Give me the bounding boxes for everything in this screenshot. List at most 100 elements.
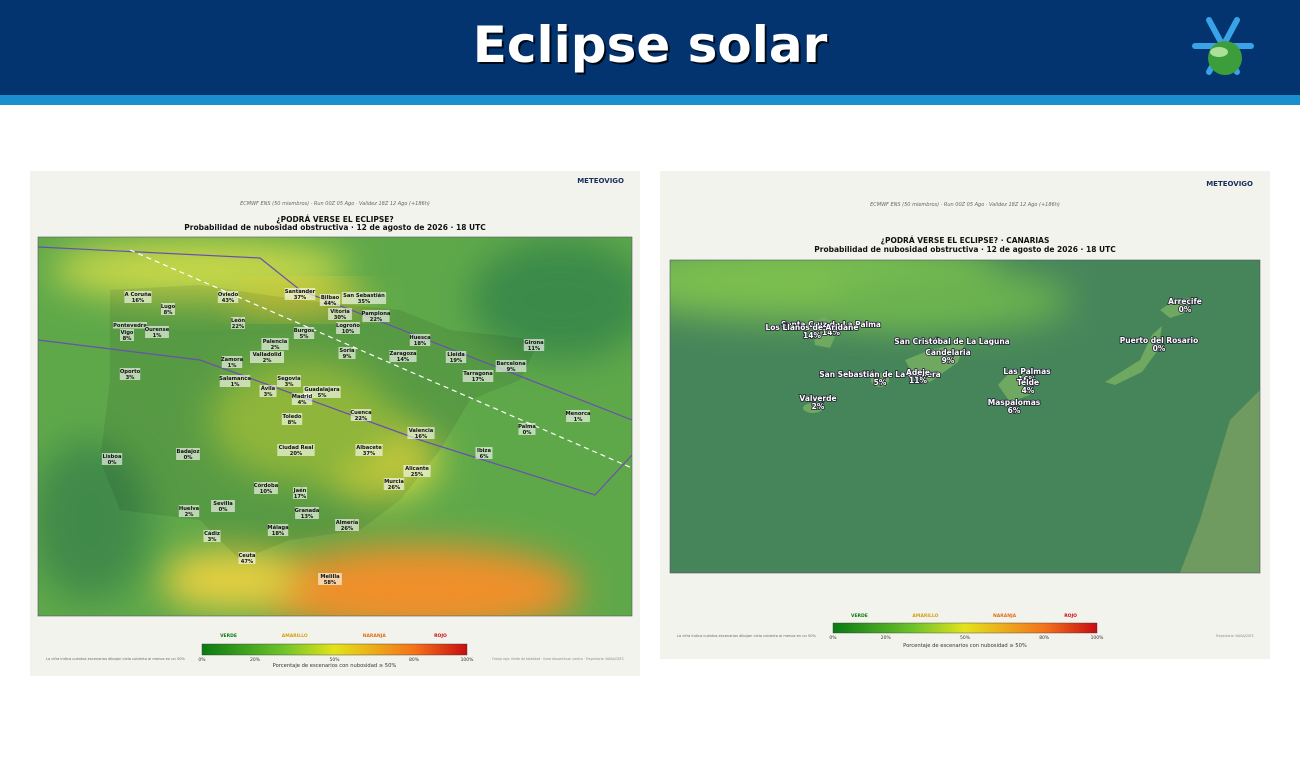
place-value: 6% (1008, 406, 1021, 415)
label-box (254, 482, 278, 494)
place-name: Segovia (277, 376, 301, 382)
source: ECMWF ENS (50 miembros) · Run 00Z 05 Ago… (870, 202, 1060, 208)
place-value: 14% (397, 357, 410, 363)
place-name: San Sebastián de La Gomera (819, 370, 940, 379)
map-frame (669, 259, 1261, 574)
place-value: 1% (153, 333, 163, 339)
place-value: 13% (301, 514, 314, 520)
place-value: 1% (228, 363, 238, 369)
place-value: 18% (414, 341, 427, 347)
legend-tick: 50% (329, 657, 340, 663)
brand: METEOVIGO (577, 177, 624, 185)
legend-tick: 50% (960, 635, 971, 641)
place-name: Oporto (120, 369, 141, 375)
legend-category: ROJO (1064, 613, 1077, 619)
place-value: 37% (363, 451, 376, 457)
place-name: Córdoba (254, 482, 279, 489)
map-subtitle: Probabilidad de nubosidad obstructiva · … (814, 245, 1116, 254)
label-box (293, 327, 315, 339)
label-box (113, 322, 147, 329)
map-title: ¿PODRÁ VERSE EL ECLIPSE? · CANARIAS (881, 236, 1050, 245)
label-box (462, 370, 494, 382)
place-name: Barcelona (496, 361, 526, 367)
label-box (328, 308, 352, 320)
label-box (281, 413, 303, 425)
place-name: Salamanca (219, 376, 251, 382)
legend-tick: 20% (250, 657, 261, 663)
place-value: 9% (507, 367, 517, 373)
label-box (445, 351, 467, 363)
label-box (295, 507, 319, 519)
place-value: 1% (231, 382, 241, 388)
place-name: Menorca (565, 411, 591, 417)
place-name: Maspalomas (988, 398, 1041, 407)
label-box (319, 294, 341, 306)
place-value: 26% (388, 485, 401, 491)
legend-category: AMARILLO (282, 633, 308, 639)
place-value: 0% (1179, 305, 1192, 314)
label-box (176, 448, 200, 460)
place-name: Albacete (356, 445, 382, 451)
place-value: 26% (341, 526, 354, 532)
place-value: 18% (272, 531, 285, 537)
place-value: 47% (241, 559, 254, 565)
place-value: 0% (108, 460, 118, 466)
place-value: 11% (528, 346, 541, 352)
place-value: 14% (803, 331, 821, 340)
place-name: Alicante (405, 466, 429, 472)
place-value: 8% (123, 336, 133, 342)
legend-bar (832, 622, 1098, 634)
map-subtitle: Probabilidad de nubosidad obstructiva · … (184, 223, 486, 232)
place-name: Lugo (161, 304, 176, 310)
place-name: Valencia (409, 428, 434, 434)
place-value: 20% (290, 451, 303, 457)
place-name: Lisboa (103, 454, 122, 460)
header-stripe (0, 95, 1300, 105)
place-name: Zamora (221, 357, 244, 363)
legend-category: NARANJA (993, 613, 1017, 619)
place-name: Cuenca (350, 410, 372, 416)
label-box (101, 453, 123, 465)
place-value: 30% (334, 315, 347, 321)
place-name: Puerto del Rosario (1120, 336, 1198, 345)
label-box (350, 409, 372, 421)
place-value: 2% (271, 345, 281, 351)
place-value: 25% (411, 472, 424, 478)
legend-tick: 100% (461, 657, 475, 663)
label-box (238, 552, 256, 564)
place-value: 11% (909, 376, 927, 385)
place-name: Las Palmas (1003, 367, 1051, 376)
place-name: Vitoria (330, 309, 350, 315)
legend-tick: 100% (1091, 635, 1105, 641)
place-value: 22% (232, 324, 245, 330)
label-box (124, 291, 152, 303)
place-value: 9% (343, 354, 353, 360)
place-name: Vigo (121, 330, 134, 336)
label-box (267, 524, 289, 536)
label-box (250, 351, 284, 363)
place-value: 8% (164, 310, 174, 316)
place-name: Granada (295, 508, 320, 514)
legend-category: NARANJA (363, 633, 387, 639)
label-box (407, 427, 435, 439)
place-value: 0% (523, 430, 533, 436)
legend-tick: 20% (881, 635, 892, 641)
place-value: 22% (355, 416, 368, 422)
place-name: Bilbao (321, 295, 340, 301)
place-value: 10% (260, 489, 273, 495)
place-name: Zaragoza (389, 351, 417, 357)
place-value: 6% (480, 454, 490, 460)
place-name: Málaga (267, 524, 289, 531)
place-name: Ourense (145, 327, 170, 333)
place-name: Los Llanos de Aridane (766, 323, 859, 332)
place-name: Badajoz (176, 449, 199, 455)
place-name: Adeje (906, 368, 930, 377)
label-box (145, 326, 169, 338)
place-name: Huelva (179, 506, 200, 512)
place-value: 14% (822, 328, 840, 337)
place-name: Logroño (336, 323, 360, 329)
label-box (335, 519, 359, 531)
place-name: San Sebastián (343, 292, 385, 299)
place-value: 17% (472, 377, 485, 383)
